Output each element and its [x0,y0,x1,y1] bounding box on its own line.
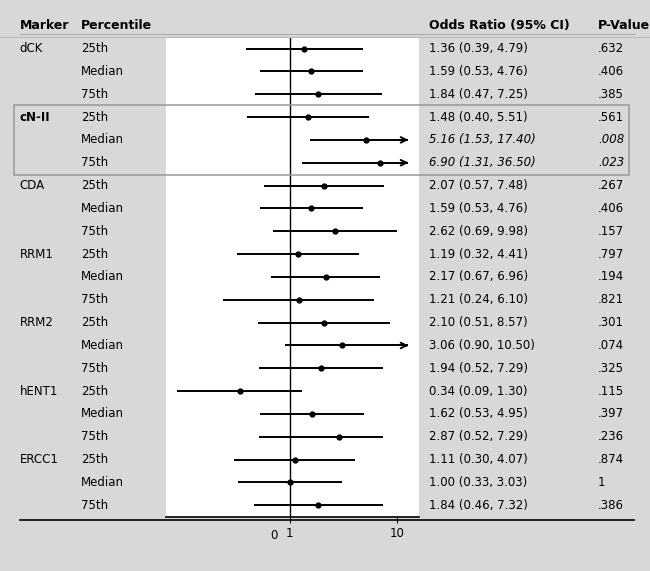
Text: .157: .157 [598,225,624,238]
Text: 2.10 (0.51, 8.57): 2.10 (0.51, 8.57) [429,316,528,329]
Text: 1: 1 [598,476,606,489]
Text: 1.59 (0.53, 4.76): 1.59 (0.53, 4.76) [429,65,528,78]
Text: 1.11 (0.30, 4.07): 1.11 (0.30, 4.07) [429,453,528,466]
Text: .325: .325 [598,362,624,375]
Text: 2.62 (0.69, 9.98): 2.62 (0.69, 9.98) [429,225,528,238]
Text: .386: .386 [598,499,624,512]
Text: CDA: CDA [20,179,45,192]
Text: RRM1: RRM1 [20,248,53,260]
Text: ERCC1: ERCC1 [20,453,58,466]
Text: .406: .406 [598,65,624,78]
Text: 5.16 (1.53, 17.40): 5.16 (1.53, 17.40) [429,134,536,146]
Text: 0.34 (0.09, 1.30): 0.34 (0.09, 1.30) [429,385,528,397]
Text: .194: .194 [598,271,624,283]
Text: 2.07 (0.57, 7.48): 2.07 (0.57, 7.48) [429,179,528,192]
Text: 1.48 (0.40, 5.51): 1.48 (0.40, 5.51) [429,111,528,123]
Text: cN-II: cN-II [20,111,50,123]
Text: 1.21 (0.24, 6.10): 1.21 (0.24, 6.10) [429,293,528,306]
Text: .074: .074 [598,339,624,352]
Text: 1.84 (0.47, 7.25): 1.84 (0.47, 7.25) [429,88,528,100]
Text: .385: .385 [598,88,624,100]
Text: RRM2: RRM2 [20,316,53,329]
Text: 1.94 (0.52, 7.29): 1.94 (0.52, 7.29) [429,362,528,375]
Text: hENT1: hENT1 [20,385,58,397]
Text: 25th: 25th [81,316,109,329]
Text: 2.87 (0.52, 7.29): 2.87 (0.52, 7.29) [429,431,528,443]
Text: 75th: 75th [81,293,109,306]
Text: Odds Ratio (95% CI): Odds Ratio (95% CI) [429,19,570,32]
Text: 1.62 (0.53, 4.95): 1.62 (0.53, 4.95) [429,408,528,420]
Text: 75th: 75th [81,362,109,375]
Text: Median: Median [81,65,124,78]
Text: 1.36 (0.39, 4.79): 1.36 (0.39, 4.79) [429,42,528,55]
Text: Median: Median [81,476,124,489]
Text: .236: .236 [598,431,624,443]
Text: 1.59 (0.53, 4.76): 1.59 (0.53, 4.76) [429,202,528,215]
Text: .632: .632 [598,42,624,55]
Text: 25th: 25th [81,385,109,397]
Text: Median: Median [81,202,124,215]
Text: .397: .397 [598,408,624,420]
Text: 1.19 (0.32, 4.41): 1.19 (0.32, 4.41) [429,248,528,260]
Text: dCK: dCK [20,42,43,55]
Text: 75th: 75th [81,156,109,169]
Text: Median: Median [81,408,124,420]
Text: .821: .821 [598,293,624,306]
Text: .561: .561 [598,111,624,123]
Text: 75th: 75th [81,499,109,512]
Text: 1.84 (0.46, 7.32): 1.84 (0.46, 7.32) [429,499,528,512]
Text: 75th: 75th [81,88,109,100]
Text: 1.00 (0.33, 3.03): 1.00 (0.33, 3.03) [429,476,527,489]
Text: .406: .406 [598,202,624,215]
Text: 2.17 (0.67, 6.96): 2.17 (0.67, 6.96) [429,271,528,283]
Text: P-Value: P-Value [598,19,650,32]
Text: Marker: Marker [20,19,69,32]
Text: .874: .874 [598,453,624,466]
Text: .797: .797 [598,248,624,260]
Text: 6.90 (1.31, 36.50): 6.90 (1.31, 36.50) [429,156,536,169]
Text: Percentile: Percentile [81,19,152,32]
Text: 25th: 25th [81,42,109,55]
Text: 0: 0 [270,529,278,542]
Text: 75th: 75th [81,431,109,443]
Text: 3.06 (0.90, 10.50): 3.06 (0.90, 10.50) [429,339,535,352]
Text: 75th: 75th [81,225,109,238]
Text: .008: .008 [598,134,624,146]
Text: .023: .023 [598,156,624,169]
Text: Median: Median [81,271,124,283]
Text: 25th: 25th [81,453,109,466]
Text: 25th: 25th [81,111,109,123]
Text: .267: .267 [598,179,624,192]
Text: Median: Median [81,134,124,146]
Text: .115: .115 [598,385,624,397]
Text: 25th: 25th [81,179,109,192]
Text: Median: Median [81,339,124,352]
Text: .301: .301 [598,316,624,329]
Text: 25th: 25th [81,248,109,260]
